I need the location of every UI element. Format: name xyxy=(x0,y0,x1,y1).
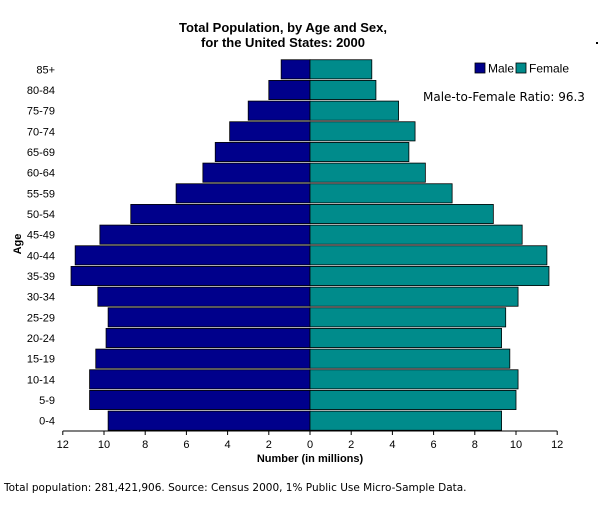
bar-male-15-19 xyxy=(95,348,311,369)
bar-male-25-29 xyxy=(107,307,311,328)
x-tick-label: 8 xyxy=(472,439,478,451)
chart-title-line-2: for the United States: 2000 xyxy=(201,35,365,50)
bar-male-65-69 xyxy=(214,142,311,162)
bar-female-25-29 xyxy=(309,307,507,328)
y-tick-label: 25-29 xyxy=(27,312,55,324)
y-tick-label: 0-4 xyxy=(39,416,55,428)
y-tick-label: 10-14 xyxy=(27,374,55,386)
chart-title-line-1: Total Population, by Age and Sex, xyxy=(179,20,387,35)
y-tick-label: 65-69 xyxy=(27,147,55,159)
x-tick-label: 0 xyxy=(307,439,313,451)
bar-female-0-4 xyxy=(309,410,502,431)
x-tick-label: 10 xyxy=(510,439,522,451)
y-tick-label: 50-54 xyxy=(27,209,55,221)
bar-male-35-39 xyxy=(70,266,311,286)
bar-male-55-59 xyxy=(175,183,311,204)
x-tick-label: 10 xyxy=(98,439,110,451)
bars-group xyxy=(70,59,550,431)
y-tick-label: 40-44 xyxy=(27,250,55,262)
bar-female-45-49 xyxy=(309,224,523,245)
bar-female-10-14 xyxy=(309,369,519,390)
x-tick-label: 8 xyxy=(142,439,148,451)
x-tick-label: 4 xyxy=(225,439,231,451)
bar-male-50-54 xyxy=(130,204,311,224)
y-tick-label: 60-64 xyxy=(27,168,55,180)
y-tick-label: 35-39 xyxy=(27,271,55,283)
x-tick-label: 12 xyxy=(551,439,563,451)
x-tick-label: 6 xyxy=(431,439,437,451)
legend-label-male: Male xyxy=(488,62,514,76)
bar-female-40-44 xyxy=(309,245,548,266)
y-tick-labels: 0-4 5-9 10-14 15-19 20-24 25-29 30-34 35-39 40-4… xyxy=(27,64,55,427)
bar-male-80-84 xyxy=(268,80,311,100)
bar-male-70-74 xyxy=(229,121,311,142)
x-axis: 12 10 8 6 4 2 0 2 4 6 8 10 12 xyxy=(57,430,563,451)
legend-swatch-female xyxy=(515,62,527,74)
bar-female-15-19 xyxy=(309,348,511,369)
bar-male-75-79 xyxy=(247,100,311,121)
bar-female-60-64 xyxy=(309,162,426,183)
x-tick-label: 6 xyxy=(183,439,189,451)
bar-male-45-49 xyxy=(99,224,311,245)
bar-female-75-79 xyxy=(309,100,399,121)
population-pyramid-chart: Total Population, by Age and Sex, for th… xyxy=(12,20,598,465)
y-tick-label: 5-9 xyxy=(39,395,55,407)
bar-female-85+ xyxy=(309,59,373,80)
x-tick-label: 2 xyxy=(266,439,272,451)
bar-male-40-44 xyxy=(74,245,311,266)
y-tick-label: 45-49 xyxy=(27,230,55,242)
x-tick-label: 12 xyxy=(57,439,69,451)
x-tick-label: 4 xyxy=(389,439,395,451)
bar-male-30-34 xyxy=(97,286,311,307)
y-tick-label: 20-24 xyxy=(27,333,55,345)
legend: Male Female xyxy=(474,62,569,76)
legend-swatch-male xyxy=(474,62,486,74)
bar-male-0-4 xyxy=(107,410,311,431)
edge-marker xyxy=(596,42,598,44)
y-tick-label: 15-19 xyxy=(27,354,55,366)
footnote: Total population: 281,421,906. Source: C… xyxy=(4,482,467,494)
bar-female-70-74 xyxy=(309,121,416,142)
y-tick-label: 85+ xyxy=(36,64,55,76)
bar-male-20-24 xyxy=(105,328,311,348)
y-tick-label: 75-79 xyxy=(27,106,55,118)
y-axis-title: Age xyxy=(12,234,24,255)
y-tick-label: 30-34 xyxy=(27,292,55,304)
y-tick-label: 80-84 xyxy=(27,85,55,97)
bar-male-85+ xyxy=(280,59,311,80)
ratio-annotation: Male-to-Female Ratio: 96.3 xyxy=(423,90,585,104)
bar-female-30-34 xyxy=(309,286,519,307)
bar-male-5-9 xyxy=(89,390,311,410)
bar-male-10-14 xyxy=(89,369,311,390)
x-tick-label: 2 xyxy=(348,439,354,451)
x-axis-title: Number (in millions) xyxy=(257,453,364,465)
y-tick-label: 70-74 xyxy=(27,126,55,138)
bar-female-5-9 xyxy=(309,390,517,410)
bar-male-60-64 xyxy=(202,162,311,183)
bar-female-35-39 xyxy=(309,266,550,286)
y-tick-label: 55-59 xyxy=(27,188,55,200)
bar-female-55-59 xyxy=(309,183,453,204)
bar-female-20-24 xyxy=(309,328,502,348)
bar-female-80-84 xyxy=(309,80,377,100)
legend-label-female: Female xyxy=(529,62,569,76)
bar-female-50-54 xyxy=(309,204,494,224)
bar-female-65-69 xyxy=(309,142,410,162)
